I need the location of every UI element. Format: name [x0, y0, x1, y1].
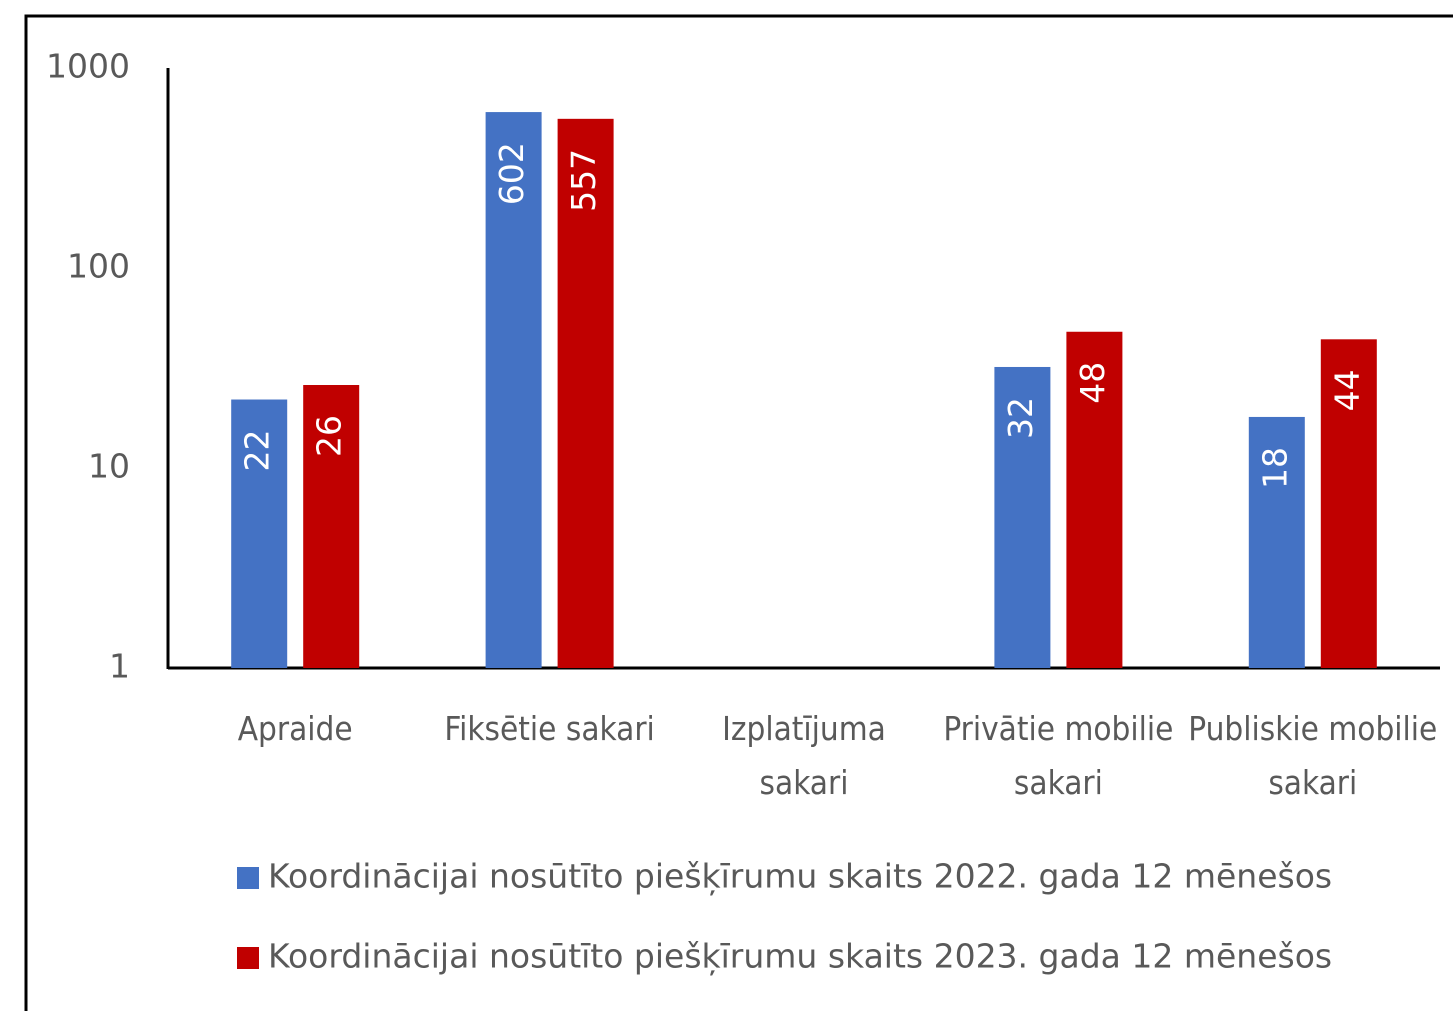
legend-swatch	[237, 947, 259, 969]
y-tick-label: 1000	[46, 47, 130, 86]
legend-label: Koordinācijai nosūtīto piešķīrumu skaits…	[268, 857, 1332, 896]
y-tick-label: 1	[109, 647, 130, 686]
bar	[1248, 416, 1305, 668]
bar	[994, 366, 1051, 668]
x-tick-label: Publiskie mobilie sakari	[1188, 709, 1438, 802]
frame	[24, 14, 1453, 1011]
bar	[231, 399, 288, 668]
data-label: 557	[564, 149, 603, 212]
data-label: 22	[238, 430, 277, 472]
bar	[1320, 339, 1377, 668]
bar	[485, 112, 542, 669]
data-label: 602	[492, 142, 531, 205]
data-label: 26	[310, 415, 349, 457]
legend-label: Koordinācijai nosūtīto piešķīrumu skaits…	[268, 937, 1332, 976]
x-tick-label: Privātie mobilie sakari	[943, 709, 1174, 802]
y-tick-label: 10	[88, 447, 130, 486]
legend-swatch	[237, 867, 259, 889]
data-label: 32	[1001, 397, 1040, 439]
y-tick-label: 100	[67, 247, 130, 286]
bar	[303, 385, 360, 668]
bar	[1066, 331, 1123, 668]
x-tick-label: Apraide	[237, 709, 353, 748]
data-label: 18	[1255, 447, 1294, 489]
data-label: 44	[1327, 369, 1366, 411]
bar	[557, 118, 614, 668]
x-tick-label: Izplatījuma sakari	[722, 709, 886, 802]
x-tick-label: Fiksētie sakari	[444, 709, 655, 748]
data-label: 48	[1073, 362, 1112, 404]
